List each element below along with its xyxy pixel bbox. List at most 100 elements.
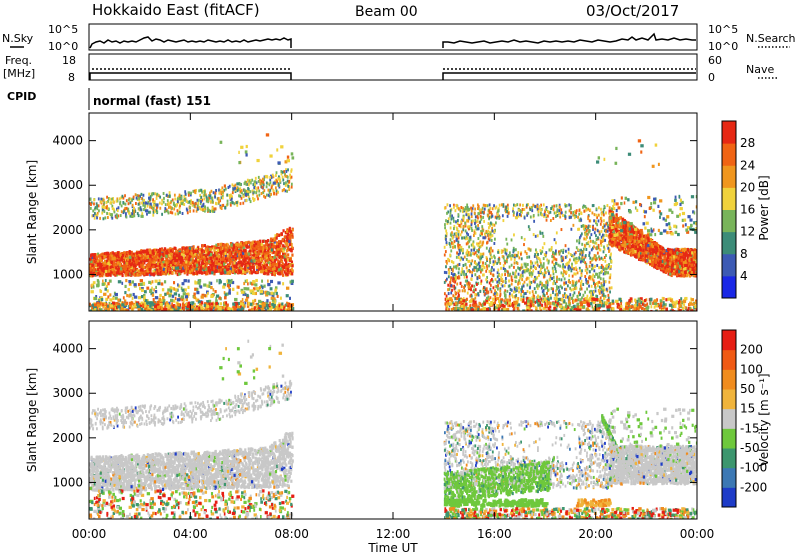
- power-cell: [152, 251, 154, 254]
- power-cell: [154, 192, 156, 195]
- power-cell: [177, 209, 179, 212]
- power-cell: [153, 256, 155, 259]
- power-cell: [112, 302, 115, 305]
- power-cell: [149, 258, 151, 261]
- power-cell: [133, 196, 135, 199]
- power-cell: [254, 180, 256, 183]
- power-cell: [289, 243, 291, 246]
- power-cell: [581, 243, 583, 246]
- power-cell: [170, 264, 172, 267]
- power-cell: [261, 280, 263, 283]
- power-cell: [157, 306, 160, 309]
- power-cell: [214, 196, 216, 199]
- power-cell: [193, 293, 195, 296]
- power-cell: [261, 257, 263, 260]
- power-cell: [266, 292, 269, 295]
- power-cell: [159, 273, 161, 276]
- power-cell: [599, 272, 601, 275]
- power-cell: [162, 296, 165, 299]
- power-cell: [142, 215, 144, 218]
- power-cell: [511, 279, 513, 282]
- power-cell: [230, 258, 232, 261]
- power-cell: [197, 199, 199, 202]
- power-cell: [207, 198, 209, 201]
- power-cell: [280, 145, 283, 148]
- power-cell: [243, 242, 245, 245]
- power-cell: [201, 310, 203, 313]
- power-cell: [158, 254, 160, 257]
- power-cell: [255, 191, 257, 194]
- power-cell: [482, 216, 484, 219]
- power-cell: [448, 217, 450, 220]
- power-cell: [464, 276, 466, 279]
- power-cell: [250, 303, 253, 306]
- power-cell: [482, 236, 484, 239]
- power-cell: [105, 273, 107, 276]
- power-cell: [98, 197, 100, 200]
- nsearch-tick-bottom: 10^0: [708, 40, 738, 53]
- power-cell: [460, 233, 462, 236]
- power-cell: [96, 204, 98, 207]
- power-cell: [444, 246, 446, 249]
- power-cell: [542, 232, 544, 235]
- freq-panel: Freq. [MHz] 18 8 60 0 Nave: [3, 54, 778, 84]
- power-cell: [275, 174, 277, 177]
- power-cell: [603, 245, 605, 248]
- power-cell: [131, 212, 133, 215]
- power-cell: [289, 227, 291, 230]
- power-cell: [210, 248, 212, 251]
- power-cell: [228, 271, 230, 274]
- power-cell: [285, 272, 287, 275]
- power-cell: [167, 305, 170, 308]
- power-cell: [520, 288, 522, 291]
- power-cell: [289, 235, 291, 238]
- power-cell: [186, 298, 188, 301]
- power-cell: [186, 263, 188, 266]
- power-cell: [291, 168, 293, 171]
- power-cell: [193, 296, 196, 299]
- power-cell: [92, 303, 94, 306]
- power-cell: [243, 249, 245, 252]
- power-cell: [187, 305, 190, 308]
- power-cell: [140, 271, 142, 274]
- power-cell: [272, 268, 274, 271]
- power-cell: [127, 273, 129, 276]
- power-cell: [219, 243, 221, 246]
- power-cell: [470, 236, 472, 239]
- power-cell: [222, 204, 224, 207]
- power-cell: [511, 275, 513, 278]
- power-cell: [169, 271, 171, 274]
- power-cell: [579, 288, 581, 291]
- power-cell: [213, 288, 215, 291]
- power-cell: [232, 288, 234, 291]
- power-cell: [282, 176, 284, 179]
- power-cell: [113, 208, 115, 211]
- power-cell: [90, 203, 92, 206]
- power-cell: [173, 207, 175, 210]
- power-cell: [253, 259, 255, 262]
- power-cell: [242, 270, 244, 273]
- power-cell: [225, 301, 227, 304]
- power-cell: [247, 187, 249, 190]
- power-cell: [276, 171, 278, 174]
- power-cell: [502, 285, 504, 288]
- power-cell: [132, 204, 134, 207]
- power-cell: [189, 210, 191, 213]
- power-cell: [187, 286, 189, 289]
- power-cell: [504, 273, 506, 276]
- power-cell: [168, 211, 170, 214]
- power-cell: [144, 290, 147, 293]
- power-cell: [177, 283, 179, 286]
- power-cell: [594, 265, 596, 268]
- power-cell: [121, 195, 123, 198]
- power-cell: [591, 285, 593, 288]
- power-cell: [535, 248, 537, 251]
- power-cell: [188, 257, 190, 260]
- power-cell: [109, 198, 111, 201]
- power-cell: [146, 213, 148, 216]
- power-cell: [161, 199, 163, 202]
- power-cell: [202, 204, 204, 207]
- power-cell: [463, 264, 465, 267]
- power-cell: [94, 303, 97, 306]
- power-cell: [500, 293, 502, 296]
